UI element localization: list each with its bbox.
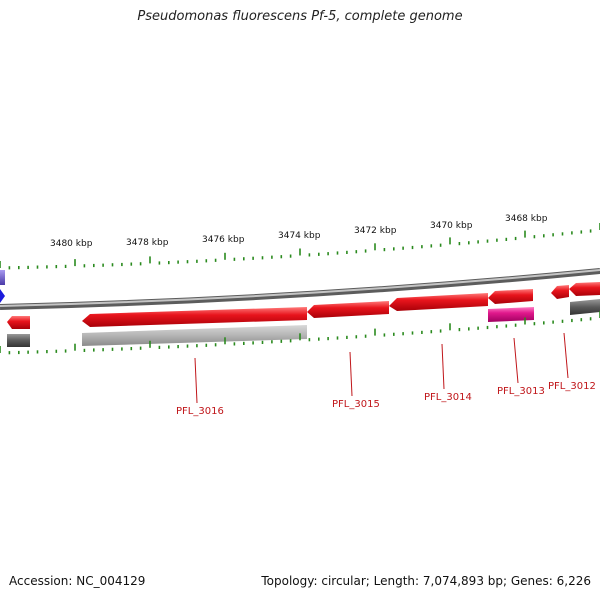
connector-line [194,357,198,404]
dark-feature[interactable] [7,334,30,347]
genome-summary-text: Topology: circular; Length: 7,074,893 bp… [261,574,591,588]
magenta-feature[interactable] [488,307,534,322]
upper-scale-ruler [0,223,600,270]
cds-arrow[interactable] [7,316,30,329]
connector-line [513,337,519,384]
accession-text: Accession: NC_004129 [9,574,146,588]
blue-feature-arrow[interactable] [0,289,5,303]
connector-line [349,351,353,397]
scale-label: 3476 kbp [202,235,245,245]
gray-feature[interactable] [82,325,307,346]
scale-label: 3480 kbp [50,239,93,249]
gene-label-connectors [194,332,569,404]
cds-arrow-pfl-3016[interactable] [82,307,307,327]
gene-label-pfl-3013[interactable]: PFL_3013 [497,386,545,397]
gene-label-pfl-3014[interactable]: PFL_3014 [424,392,472,403]
gene-label-pfl-3016[interactable]: PFL_3016 [176,406,224,417]
cds-arrow[interactable] [551,285,569,299]
scale-label: 3472 kbp [354,226,397,236]
lower-scale-ruler [0,311,600,355]
gene-label-pfl-3015[interactable]: PFL_3015 [332,399,380,410]
scale-label: 3478 kbp [126,238,169,248]
scale-label: 3470 kbp [430,221,473,231]
scale-label: 3468 kbp [505,214,548,224]
dark-feature[interactable] [570,299,600,315]
gene-labels: PFL_3016 PFL_3015 PFL_3014 PFL_3013 PFL_… [176,381,596,417]
genome-backbone-highlight [0,269,600,307]
connector-line [563,332,569,379]
cds-arrow-pfl-3014[interactable] [389,293,488,311]
cds-arrow-pfl-3015[interactable] [307,301,389,318]
purple-feature-partial[interactable] [0,270,5,285]
connector-line [441,343,445,390]
cds-arrow-pfl-3013[interactable] [488,289,533,304]
map-title: Pseudomonas fluorescens Pf-5, complete g… [137,9,463,24]
scale-label: 3474 kbp [278,231,321,241]
gene-label-pfl-3012[interactable]: PFL_3012 [548,381,596,392]
cds-arrow-pfl-3012[interactable] [569,282,600,296]
scale-labels: 3480 kbp 3478 kbp 3476 kbp 3474 kbp 3472… [50,214,548,249]
